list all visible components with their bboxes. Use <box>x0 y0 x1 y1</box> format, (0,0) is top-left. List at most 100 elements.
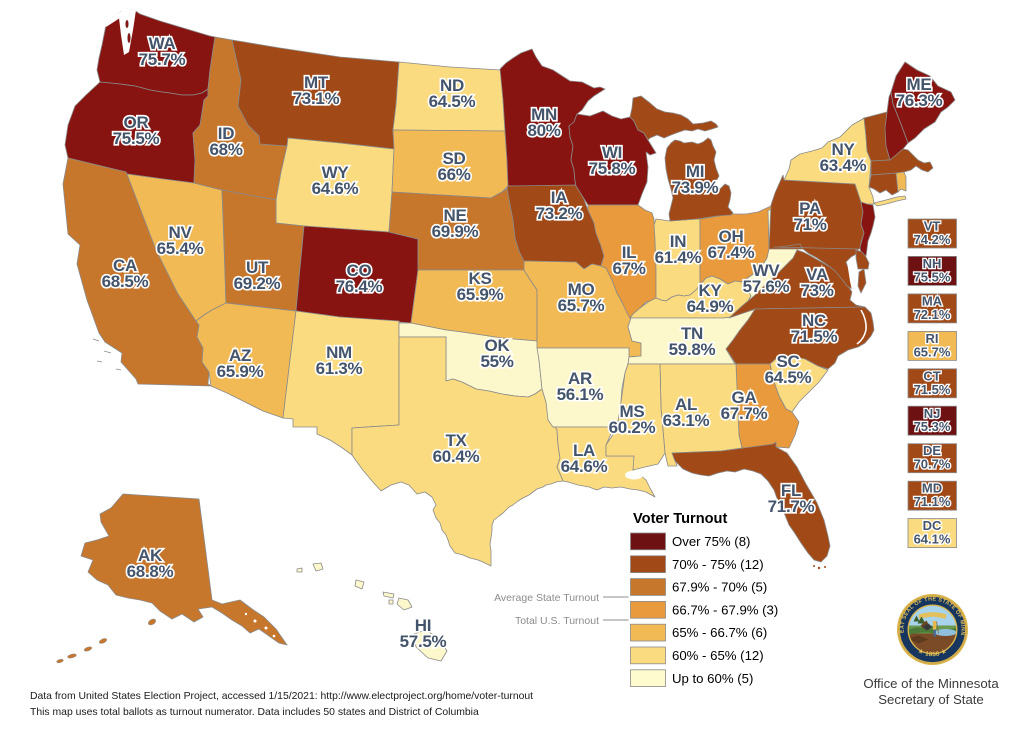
svg-text:64.1%: 64.1% <box>914 532 951 547</box>
svg-text:65.4%: 65.4% <box>157 239 204 258</box>
svg-text:★ 1858 ★: ★ 1858 ★ <box>916 647 949 658</box>
svg-text:MO: MO <box>568 280 595 299</box>
svg-text:60.2%: 60.2% <box>609 418 656 437</box>
svg-text:64.5%: 64.5% <box>429 92 476 111</box>
svg-text:70.7%: 70.7% <box>914 457 951 472</box>
svg-text:AL: AL <box>675 395 697 414</box>
svg-text:IL: IL <box>622 243 637 262</box>
svg-text:64.6%: 64.6% <box>561 457 608 476</box>
svg-text:SD: SD <box>442 149 465 168</box>
svg-text:GA: GA <box>732 388 757 407</box>
svg-text:MT: MT <box>304 73 329 92</box>
svg-text:HI: HI <box>415 616 431 635</box>
svg-text:67.4%: 67.4% <box>708 243 755 262</box>
svg-text:64.6%: 64.6% <box>312 179 359 198</box>
svg-text:60% - 65% (12): 60% - 65% (12) <box>672 648 764 663</box>
svg-text:NC: NC <box>802 311 826 330</box>
svg-text:AK: AK <box>138 546 163 565</box>
svg-text:57.5%: 57.5% <box>400 632 447 651</box>
svg-text:Secretary of State: Secretary of State <box>878 692 984 707</box>
svg-text:73%: 73% <box>800 281 833 300</box>
svg-text:Over 75% (8): Over 75% (8) <box>672 534 750 549</box>
svg-text:73.9%: 73.9% <box>672 178 719 197</box>
svg-text:MN: MN <box>531 105 557 124</box>
svg-text:ND: ND <box>440 76 464 95</box>
svg-text:KS: KS <box>468 269 491 288</box>
svg-text:CA: CA <box>113 256 137 275</box>
svg-text:75.8%: 75.8% <box>589 159 636 178</box>
svg-text:ME: ME <box>907 75 932 94</box>
svg-text:68%: 68% <box>209 140 242 159</box>
svg-text:75.5%: 75.5% <box>113 129 160 148</box>
svg-text:69.9%: 69.9% <box>432 222 479 241</box>
svg-text:KY: KY <box>698 281 722 300</box>
svg-text:70% - 75% (12): 70% - 75% (12) <box>672 557 764 572</box>
svg-text:75.3%: 75.3% <box>914 419 951 434</box>
svg-text:61.4%: 61.4% <box>655 248 702 267</box>
svg-text:CO: CO <box>347 261 372 280</box>
svg-text:65.7%: 65.7% <box>914 344 951 359</box>
svg-text:DE: DE <box>923 443 941 458</box>
svg-text:IN: IN <box>670 232 686 251</box>
svg-text:VA: VA <box>806 265 828 284</box>
svg-text:MI: MI <box>686 162 704 181</box>
svg-text:DC: DC <box>923 518 942 533</box>
svg-text:RI: RI <box>926 331 939 346</box>
svg-text:63.4%: 63.4% <box>820 156 867 175</box>
svg-text:71.5%: 71.5% <box>791 327 838 346</box>
svg-text:OH: OH <box>719 227 744 246</box>
svg-text:61.3%: 61.3% <box>316 359 363 378</box>
svg-text:73.1%: 73.1% <box>293 89 340 108</box>
svg-text:80%: 80% <box>527 121 560 140</box>
svg-text:69.2%: 69.2% <box>234 274 281 293</box>
svg-text:60.4%: 60.4% <box>433 447 480 466</box>
svg-text:75.7%: 75.7% <box>139 50 186 69</box>
svg-text:57.6%: 57.6% <box>743 277 790 296</box>
svg-text:72.1%: 72.1% <box>914 307 951 322</box>
svg-text:64.9%: 64.9% <box>687 297 734 316</box>
svg-text:NV: NV <box>168 223 192 242</box>
svg-text:67%: 67% <box>612 259 645 278</box>
svg-text:55%: 55% <box>480 352 513 371</box>
svg-text:MD: MD <box>922 481 942 496</box>
svg-text:IA: IA <box>551 188 567 207</box>
svg-text:PA: PA <box>799 199 821 218</box>
svg-text:OR: OR <box>124 113 149 132</box>
svg-text:Data from United States Electi: Data from United States Election Project… <box>30 691 533 702</box>
svg-text:Up to 60% (5): Up to 60% (5) <box>672 671 753 686</box>
svg-text:CT: CT <box>923 368 940 383</box>
svg-text:71.5%: 71.5% <box>914 382 951 397</box>
svg-text:TX: TX <box>445 431 467 450</box>
svg-text:MA: MA <box>922 293 943 308</box>
svg-text:NE: NE <box>443 206 466 225</box>
svg-text:63.1%: 63.1% <box>663 411 710 430</box>
svg-text:OK: OK <box>485 336 511 355</box>
svg-text:This map uses total ballots as: This map uses total ballots as turnout n… <box>30 707 479 718</box>
svg-text:59.8%: 59.8% <box>669 340 716 359</box>
svg-text:NM: NM <box>326 343 352 362</box>
svg-text:WV: WV <box>753 261 781 280</box>
svg-text:56.1%: 56.1% <box>557 385 604 404</box>
svg-text:Voter Turnout: Voter Turnout <box>633 511 727 527</box>
svg-text:Total U.S. Turnout: Total U.S. Turnout <box>515 615 599 627</box>
svg-text:76.4%: 76.4% <box>336 277 383 296</box>
svg-text:75.5%: 75.5% <box>914 269 951 284</box>
svg-text:67.9% - 70% (5): 67.9% - 70% (5) <box>672 580 767 595</box>
svg-text:74.2%: 74.2% <box>914 232 951 247</box>
svg-text:WI: WI <box>602 143 622 162</box>
svg-text:76.3%: 76.3% <box>896 91 943 110</box>
svg-text:AR: AR <box>568 369 592 388</box>
svg-text:TN: TN <box>681 324 703 343</box>
svg-text:Office of the Minnesota: Office of the Minnesota <box>863 676 999 691</box>
svg-text:71%: 71% <box>793 215 826 234</box>
svg-text:ID: ID <box>218 124 234 143</box>
svg-text:65.7%: 65.7% <box>558 296 605 315</box>
svg-text:WY: WY <box>322 163 350 182</box>
svg-text:FL: FL <box>781 481 801 500</box>
svg-text:VT: VT <box>924 219 941 234</box>
svg-text:64.5%: 64.5% <box>765 368 812 387</box>
svg-text:UT: UT <box>246 258 269 277</box>
svg-text:NH: NH <box>923 256 942 271</box>
svg-text:AZ: AZ <box>229 346 251 365</box>
svg-text:NJ: NJ <box>924 406 941 421</box>
